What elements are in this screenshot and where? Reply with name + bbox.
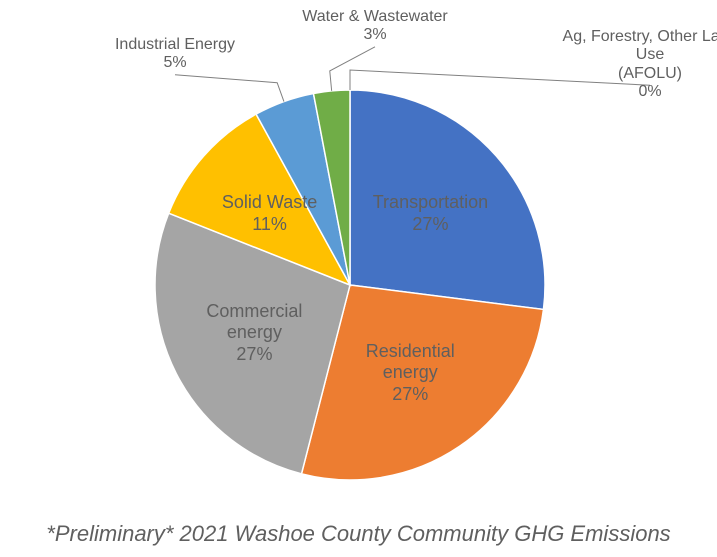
leader-line (350, 70, 650, 90)
pie-svg (0, 0, 717, 520)
chart-caption: *Preliminary* 2021 Washoe County Communi… (0, 521, 717, 547)
pie-slice (350, 90, 545, 309)
leader-line (330, 47, 375, 91)
pie-chart: Transportation27%Residentialenergy27%Com… (0, 0, 717, 520)
leader-line (175, 75, 284, 102)
